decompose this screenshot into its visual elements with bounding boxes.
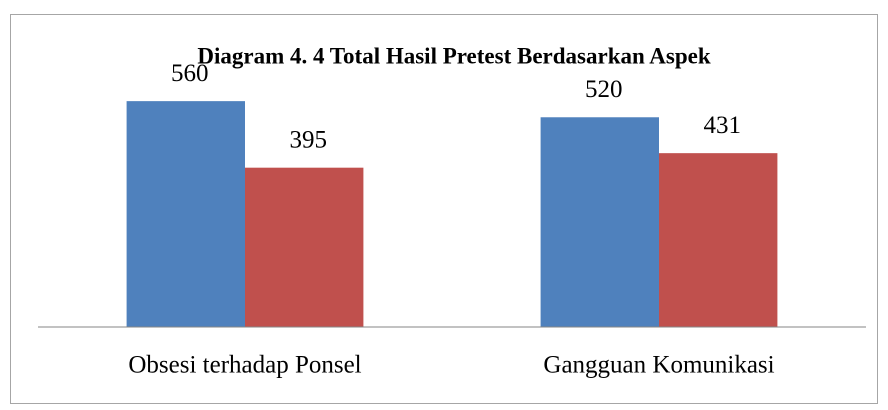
data-label: 431 xyxy=(703,112,741,139)
chart-title: Diagram 4. 4 Total Hasil Pretest Berdasa… xyxy=(197,43,710,68)
bar xyxy=(659,153,778,327)
bar xyxy=(540,117,659,328)
data-label: 395 xyxy=(289,126,327,153)
x-tick-label: Gangguan Komunikasi xyxy=(543,352,774,379)
bar xyxy=(245,167,364,327)
bar xyxy=(126,101,245,327)
x-tick-label: Obsesi terhadap Ponsel xyxy=(128,352,361,379)
data-label: 520 xyxy=(585,76,623,103)
data-label: 560 xyxy=(171,60,209,87)
